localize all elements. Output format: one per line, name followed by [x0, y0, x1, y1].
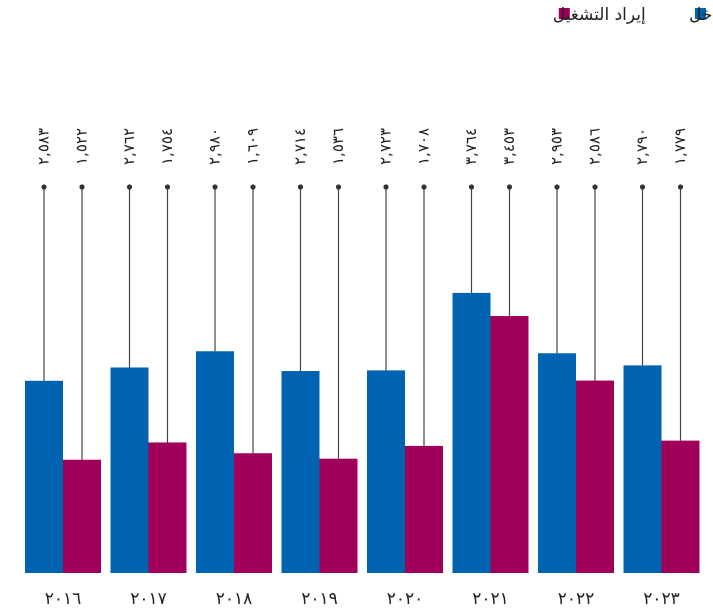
- leader-dot: [383, 184, 389, 190]
- leader-dot: [126, 184, 133, 190]
- data-label: ١,٥٣٦: [329, 128, 347, 165]
- leader-dot: [639, 184, 646, 190]
- data-label: ٢,٧٩٠: [633, 128, 651, 165]
- bar: [405, 445, 443, 573]
- x-tick-label: ٢٠١٨: [216, 589, 253, 609]
- bar: [538, 353, 576, 573]
- x-tick-label: ٢٠٢٣: [643, 589, 680, 609]
- data-label: ٢,٥٨٣: [35, 128, 53, 165]
- leader-dot: [421, 184, 427, 190]
- data-label: ٣,٤٥٣: [500, 128, 518, 165]
- leader-dot: [164, 184, 171, 190]
- bar: [661, 440, 700, 573]
- leader-dot: [79, 184, 85, 190]
- x-tick-label: ٢٠٢١: [472, 589, 509, 609]
- data-label: ٢,٩٥٣: [548, 128, 566, 165]
- leader-dot: [41, 184, 47, 190]
- leader-dot: [592, 184, 598, 190]
- bar: [63, 459, 101, 573]
- leader-dot: [250, 184, 256, 190]
- leader-dot: [335, 184, 342, 190]
- x-tick-label: ٢٠٢٢: [558, 589, 595, 609]
- leader-dot: [212, 184, 218, 190]
- leader-dot: [468, 184, 475, 190]
- leader-dot: [677, 184, 684, 190]
- x-tick-label: ٢٠٢٠: [387, 589, 424, 609]
- bar: [367, 370, 405, 573]
- data-label: ١,٥٢٢: [73, 128, 91, 165]
- bar: [490, 316, 529, 573]
- legend-label: إجمالي الدخل: [689, 5, 713, 25]
- x-tick-label: ٢٠١٩: [301, 589, 338, 609]
- data-label: ٢,٧٢٣: [377, 128, 395, 165]
- data-label: ٢,٧٦٢: [120, 128, 138, 165]
- leader-dot: [506, 184, 513, 190]
- data-label: ٣,٧٦٤: [462, 128, 480, 165]
- data-label: ١,٧٥٤: [158, 128, 176, 165]
- data-label: ٢,٩٨٠: [206, 128, 224, 165]
- bar: [576, 380, 614, 573]
- leader-dot: [554, 184, 560, 190]
- data-label: ١,٦٠٩: [244, 128, 262, 165]
- x-tick-label: ٢٠١٦: [45, 589, 82, 609]
- data-label: ٢,٧١٤: [291, 128, 309, 165]
- data-label: ٢,٥٨٦: [586, 128, 604, 165]
- leader-dot: [297, 184, 304, 190]
- data-label: ١,٧٧٩: [671, 128, 689, 165]
- bar: [25, 380, 63, 573]
- bar: [196, 351, 234, 573]
- data-label: ١,٧٠٨: [415, 128, 433, 165]
- x-tick-label: ٢٠١٧: [130, 589, 167, 609]
- legend-swatch: [695, 8, 706, 19]
- bar: [452, 292, 491, 573]
- bar: [623, 365, 662, 573]
- bar: [281, 371, 320, 573]
- legend-swatch: [558, 8, 570, 19]
- bar: [319, 458, 358, 573]
- bar: [234, 453, 272, 573]
- legend-label: إيراد التشغيل: [553, 5, 646, 25]
- bar: [148, 442, 187, 573]
- bar: [110, 367, 149, 573]
